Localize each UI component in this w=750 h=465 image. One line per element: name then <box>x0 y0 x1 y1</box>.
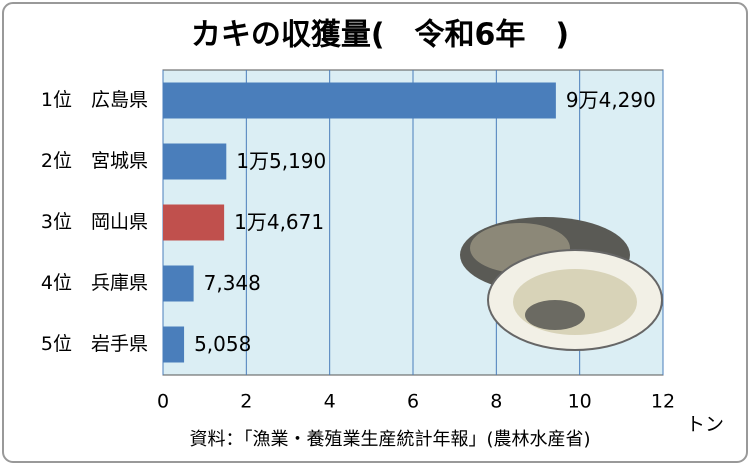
y-tick-label: 1位 広島県 <box>41 89 148 111</box>
x-tick-label: 2 <box>240 391 252 413</box>
plot: 0 2 4 6 8 10 12 1位 広島県 9万4,290 2位 宮城県 1万5,190 3位 岡山… <box>41 70 675 413</box>
x-tick-label: 8 <box>490 391 502 413</box>
x-tick-label: 12 <box>651 391 675 413</box>
y-tick-label: 3位 岡山県 <box>41 211 148 233</box>
x-tick-label: 6 <box>407 391 419 413</box>
oyster-illustration <box>460 217 663 351</box>
x-tick-label: 10 <box>568 391 592 413</box>
chart-title: カキの収獲量( 令和6年 ) <box>191 18 569 53</box>
y-tick-label: 2位 宮城県 <box>41 150 148 172</box>
x-tick-label: 4 <box>324 391 336 413</box>
bar <box>163 326 185 363</box>
bar <box>163 143 227 180</box>
y-tick-label: 5位 岩手県 <box>41 333 148 355</box>
value-label: 7,348 <box>204 271 261 295</box>
y-tick-label: 4位 兵庫県 <box>41 272 148 294</box>
oyster-meat-dark <box>525 300 585 330</box>
bar <box>163 204 225 241</box>
value-label: 1万5,190 <box>236 149 326 173</box>
bar <box>163 265 194 302</box>
value-label: 1万4,671 <box>234 210 324 234</box>
x-tick-label: 0 <box>157 391 169 413</box>
value-label: 9万4,290 <box>566 88 656 112</box>
x-axis-unit: トン <box>686 414 724 436</box>
bar <box>163 82 556 119</box>
value-label: 5,058 <box>194 332 251 356</box>
source: 資料：「漁業・養殖業生産統計年報」(農林水産省) <box>189 428 590 450</box>
